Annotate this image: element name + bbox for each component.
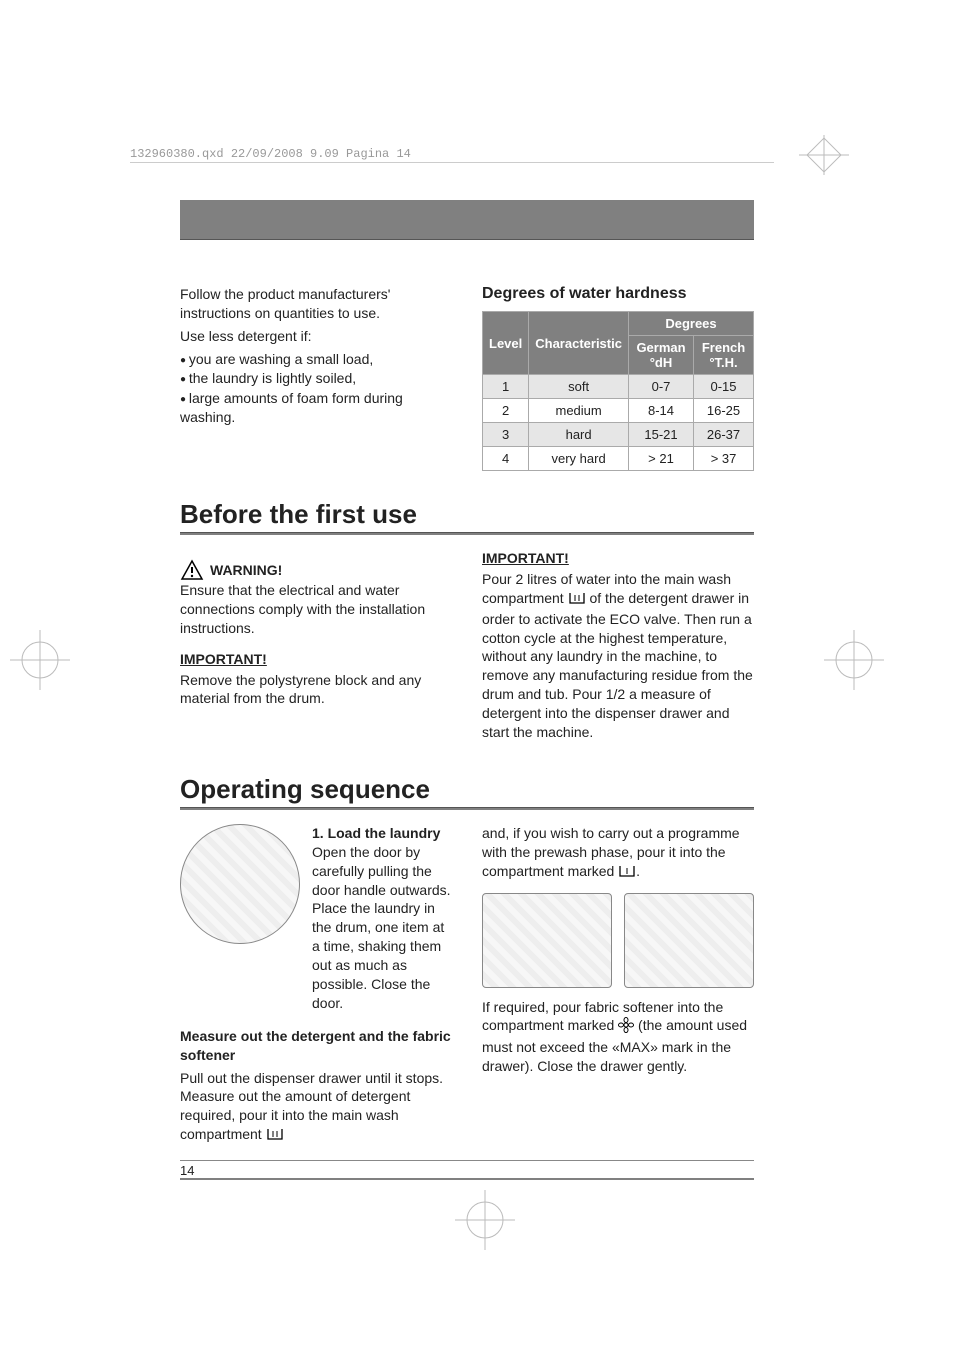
warning-text: Ensure that the electrical and water con… bbox=[180, 581, 452, 638]
compartment-one-icon bbox=[618, 864, 636, 883]
warning-label: WARNING! bbox=[210, 562, 282, 578]
table-cell: > 21 bbox=[628, 447, 693, 471]
important-text: Remove the polystyrene block and any mat… bbox=[180, 671, 452, 709]
table-cell: 4 bbox=[483, 447, 529, 471]
intro-text: Use less detergent if: bbox=[180, 327, 452, 346]
section-title-operating: Operating sequence bbox=[180, 774, 754, 805]
table-cell: 0-15 bbox=[694, 375, 754, 399]
illustration-drawer bbox=[624, 893, 754, 988]
table-cell: medium bbox=[529, 399, 629, 423]
flower-icon bbox=[618, 1017, 634, 1038]
th-degrees: Degrees bbox=[628, 312, 753, 336]
table-cell: 2 bbox=[483, 399, 529, 423]
intro-text: Follow the product manufacturers' instru… bbox=[180, 285, 452, 323]
list-item: large amounts of foam form during washin… bbox=[180, 389, 452, 428]
table-cell: 26-37 bbox=[694, 423, 754, 447]
table-cell: 15-21 bbox=[628, 423, 693, 447]
table-cell: 1 bbox=[483, 375, 529, 399]
step1: 1. Load the laundry Open the door by car… bbox=[312, 824, 452, 1013]
illustration-drawer bbox=[482, 893, 612, 988]
th-characteristic: Characteristic bbox=[529, 312, 629, 375]
table-cell: very hard bbox=[529, 447, 629, 471]
section-rule bbox=[180, 532, 754, 535]
print-header: 132960380.qxd 22/09/2008 9.09 Pagina 14 bbox=[130, 147, 411, 161]
table-cell: 16-25 bbox=[694, 399, 754, 423]
table-cell: 8-14 bbox=[628, 399, 693, 423]
step1-text: Open the door by carefully pulling the d… bbox=[312, 844, 451, 1011]
crop-mark-icon bbox=[799, 135, 849, 175]
page-number: 14 bbox=[180, 1163, 194, 1178]
footer: 14 bbox=[180, 1160, 754, 1180]
table-title: Degrees of water hardness bbox=[482, 285, 754, 303]
important-label: IMPORTANT! bbox=[482, 549, 754, 568]
important-label: IMPORTANT! bbox=[180, 650, 452, 669]
table-cell: 3 bbox=[483, 423, 529, 447]
section-rule bbox=[180, 807, 754, 810]
step2-text: Pull out the dispenser drawer until it s… bbox=[180, 1069, 452, 1147]
header-underline bbox=[130, 162, 774, 163]
bullet-list: you are washing a small load, the laundr… bbox=[180, 350, 452, 428]
warning-icon bbox=[180, 559, 204, 581]
th-french: French °T.H. bbox=[694, 336, 754, 375]
step1-title: 1. Load the laundry bbox=[312, 825, 440, 841]
list-item: the laundry is lightly soiled, bbox=[180, 369, 452, 389]
list-item: you are washing a small load, bbox=[180, 350, 452, 370]
section-title-before: Before the first use bbox=[180, 499, 754, 530]
registration-mark-icon bbox=[824, 630, 884, 690]
table-cell: 0-7 bbox=[628, 375, 693, 399]
table-cell: soft bbox=[529, 375, 629, 399]
th-german: German °dH bbox=[628, 336, 693, 375]
hardness-table: Level Characteristic Degrees German °dH … bbox=[482, 311, 754, 471]
step2-title: Measure out the detergent and the fabric… bbox=[180, 1027, 452, 1065]
softener-text: If required, pour fabric softener into t… bbox=[482, 998, 754, 1077]
compartment-two-icon bbox=[568, 591, 586, 610]
registration-mark-icon bbox=[10, 630, 70, 690]
compartment-two-icon bbox=[266, 1127, 284, 1146]
step2-cont: and, if you wish to carry out a programm… bbox=[482, 824, 754, 883]
th-level: Level bbox=[483, 312, 529, 375]
top-banner bbox=[180, 200, 754, 240]
important-text: Pour 2 litres of water into the main was… bbox=[482, 570, 754, 742]
table-cell: hard bbox=[529, 423, 629, 447]
illustration-load-laundry bbox=[180, 824, 300, 944]
page-content: Follow the product manufacturers' instru… bbox=[180, 285, 754, 1180]
table-cell: > 37 bbox=[694, 447, 754, 471]
registration-mark-icon bbox=[455, 1190, 515, 1250]
